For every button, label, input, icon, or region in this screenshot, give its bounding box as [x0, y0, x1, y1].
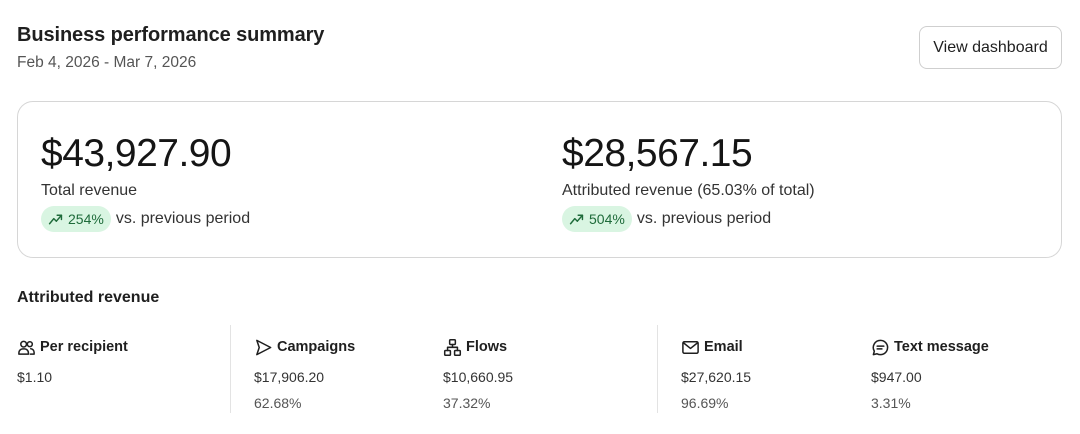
total-revenue-label: Total revenue — [41, 182, 138, 199]
stat-percent: 96.69% — [681, 395, 729, 411]
divider — [657, 325, 658, 413]
trending-up-icon — [48, 214, 63, 224]
stat-per-recipient: Per recipient $1.10 — [17, 337, 128, 385]
stat-label: Flows — [466, 339, 508, 355]
attributed-revenue-label: Attributed revenue (65.03% of total) — [562, 182, 815, 199]
stat-label: Email — [704, 339, 743, 355]
attributed-revenue-change: 504% vs. previous period — [562, 206, 771, 232]
flow-icon — [443, 338, 462, 356]
stat-email: Email $27,620.15 96.69% — [681, 337, 751, 411]
stat-value: $27,620.15 — [681, 369, 752, 385]
stat-value: $10,660.95 — [443, 369, 514, 385]
divider — [230, 325, 231, 413]
stat-value: $947.00 — [871, 369, 922, 385]
attributed-revenue-value: $28,567.15 — [562, 132, 753, 175]
stat-label: Per recipient — [40, 339, 128, 355]
stat-text-message: Text message $947.00 3.31% — [871, 337, 989, 411]
change-badge: 504% — [562, 206, 632, 232]
total-revenue-value: $43,927.90 — [41, 132, 232, 175]
mail-icon — [682, 340, 699, 354]
attributed-revenue-section-title: Attributed revenue — [17, 289, 160, 306]
stat-campaigns: Campaigns $17,906.20 62.68% — [254, 337, 356, 411]
stat-label: Campaigns — [277, 339, 356, 355]
stat-percent: 37.32% — [443, 395, 491, 411]
change-percent: 504% — [589, 211, 625, 227]
change-badge: 254% — [41, 206, 111, 232]
stat-percent: 62.68% — [254, 395, 302, 411]
stat-value: $1.10 — [17, 369, 53, 385]
message-icon — [872, 339, 889, 355]
view-dashboard-button[interactable]: View dashboard — [919, 26, 1062, 69]
change-text: vs. previous period — [115, 210, 251, 227]
change-text: vs. previous period — [636, 210, 772, 227]
stat-percent: 3.31% — [871, 395, 911, 411]
stat-label: Text message — [894, 339, 989, 355]
users-icon — [18, 340, 35, 355]
total-revenue-change: 254% vs. previous period — [41, 206, 250, 232]
send-icon — [256, 339, 272, 355]
revenue-summary-card: $43,927.90 Total revenue 254% vs. previo… — [17, 101, 1062, 258]
page-title: Business performance summary — [17, 24, 325, 46]
trending-up-icon — [569, 214, 584, 224]
change-percent: 254% — [68, 211, 104, 227]
stat-value: $17,906.20 — [254, 369, 325, 385]
stat-flows: Flows $10,660.95 37.32% — [443, 337, 513, 411]
date-range: Feb 4, 2026 - Mar 7, 2026 — [17, 54, 197, 71]
